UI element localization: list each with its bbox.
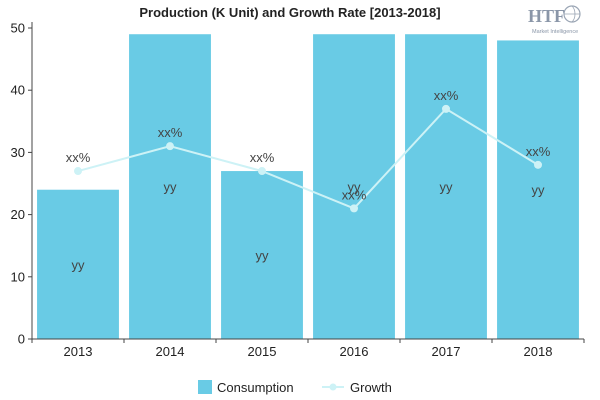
legend-swatch-growth-marker: [329, 383, 337, 391]
legend-label-consumption: Consumption: [217, 380, 294, 395]
growth-data-label: xx%: [526, 144, 551, 159]
x-tick-label: 2014: [156, 344, 185, 359]
bar-data-label: yy: [72, 257, 86, 272]
htf-logo: HTF Market Intelligence: [528, 5, 581, 35]
y-tick-label: 20: [11, 207, 25, 222]
growth-data-label: xx%: [158, 125, 183, 140]
y-tick-label: 10: [11, 269, 25, 284]
growth-point: [74, 167, 82, 176]
growth-point: [442, 104, 450, 113]
growth-data-label: xx%: [250, 150, 275, 165]
bar-data-label: yy: [164, 180, 178, 195]
y-tick-label: 30: [11, 145, 25, 160]
bar-data-label: yy: [532, 183, 546, 198]
y-tick-label: 40: [11, 83, 25, 98]
growth-data-label: xx%: [66, 150, 91, 165]
legend-label-growth: Growth: [350, 380, 392, 395]
bar-consumption: [497, 40, 579, 339]
bar-data-label: yy: [348, 180, 362, 195]
growth-point: [534, 160, 542, 169]
legend: Consumption Growth: [198, 380, 392, 395]
x-tick-label: 2017: [432, 344, 461, 359]
bar-data-label: yy: [440, 180, 454, 195]
x-tick-label: 2016: [340, 344, 369, 359]
y-tick-label: 0: [18, 332, 25, 347]
x-tick-label: 2013: [64, 344, 93, 359]
logo-tagline: Market Intelligence: [532, 29, 578, 35]
growth-point: [258, 167, 266, 176]
bar-consumption: [313, 34, 395, 339]
legend-swatch-consumption: [198, 380, 212, 394]
bar-consumption: [405, 34, 487, 339]
bar-consumption: [37, 189, 119, 339]
growth-point: [166, 142, 174, 151]
logo-brand: HTF: [528, 6, 565, 26]
bar-consumption: [221, 171, 303, 339]
plot-area: 0 10 20 30 40 50 yy yy yy yy yy yy 2013 2014 2015 2016 2…: [11, 21, 585, 359]
x-tick-label: 2015: [248, 344, 277, 359]
bar-consumption: [129, 34, 211, 339]
y-tick-label: 50: [11, 21, 25, 36]
globe-meridian: [564, 5, 580, 23]
chart-title: Production (K Unit) and Growth Rate [201…: [139, 5, 440, 20]
growth-line: [77, 107, 539, 210]
growth-data-label: xx%: [434, 88, 459, 103]
growth-data-label: xx%: [342, 187, 367, 202]
bar-data-label: yy: [256, 248, 270, 263]
growth-point: [350, 204, 358, 213]
x-tick-label: 2018: [524, 344, 553, 359]
